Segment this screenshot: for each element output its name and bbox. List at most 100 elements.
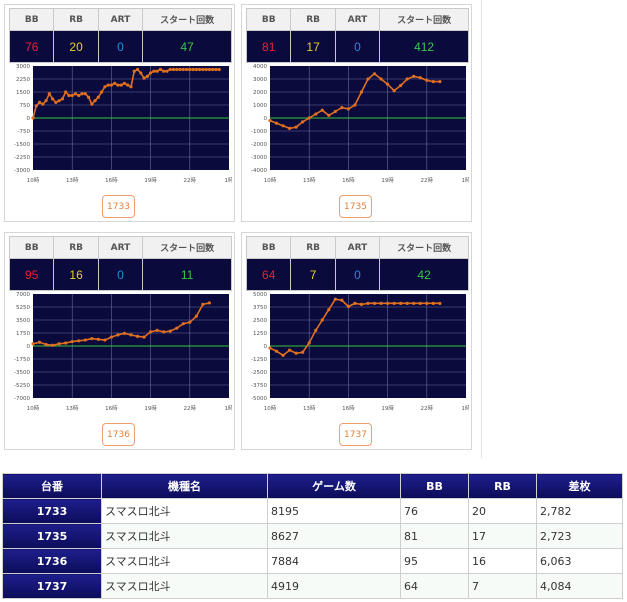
x-tick-label: 1時 (225, 404, 233, 412)
rb-count: 16 (53, 258, 99, 291)
y-tick-label: -5250 (14, 383, 30, 389)
machine-no-cell[interactable]: 1733 (2, 498, 102, 524)
machine-number-button[interactable]: 1736 (102, 423, 135, 446)
data-point (116, 333, 120, 337)
x-tick-label: 16時 (342, 176, 355, 184)
data-point (194, 67, 198, 72)
data-point (64, 90, 68, 94)
data-point (51, 343, 55, 347)
stats-table: BB RB ART スタート回数 76 20 0 47 (8, 8, 232, 63)
data-point (268, 346, 272, 350)
slump-chart: 5000 3750 2500 1250 0 -1250 -2500 -3750 -5000 10時… (251, 292, 469, 412)
bb-count: 95 (8, 258, 55, 291)
x-tick-label: 13時 (303, 404, 316, 412)
data-point (281, 353, 285, 357)
data-point (132, 69, 136, 73)
data-point (83, 92, 87, 96)
machine-number-button[interactable]: 1733 (102, 195, 135, 218)
machine-no-cell[interactable]: 1737 (2, 573, 102, 599)
data-point (34, 104, 38, 108)
data-point (211, 67, 215, 72)
data-point (327, 113, 331, 117)
rb-cell: 17 (468, 523, 537, 549)
data-point (399, 83, 403, 88)
data-point (288, 126, 292, 130)
rb-cell: 20 (468, 498, 537, 524)
data-point (405, 301, 409, 305)
data-point (44, 99, 48, 103)
data-point (392, 301, 396, 305)
data-point (122, 81, 127, 85)
data-point (93, 99, 97, 103)
art-count: 0 (334, 30, 381, 63)
data-point (184, 67, 189, 72)
data-point (418, 76, 422, 80)
rb-cell: 7 (468, 573, 537, 599)
y-tick-label: -3000 (251, 155, 267, 161)
diff-cell: 2,723 (536, 523, 623, 549)
y-tick-label: -3000 (14, 168, 30, 174)
col-model: 機種名 (101, 473, 268, 499)
y-tick-label: -1000 (251, 129, 267, 135)
x-tick-label: 22時 (421, 404, 434, 412)
data-point (60, 97, 64, 101)
bb-cell: 95 (400, 548, 469, 574)
data-point (57, 99, 61, 103)
data-point (431, 80, 435, 84)
y-tick-label: -5000 (251, 396, 267, 402)
data-point (149, 330, 153, 334)
start-header: スタート回数 (142, 8, 232, 31)
data-point (57, 342, 61, 346)
y-tick-label: -750 (18, 129, 31, 135)
data-point (425, 78, 429, 82)
data-point (142, 76, 146, 80)
data-point (90, 102, 94, 106)
games-cell: 8627 (267, 523, 401, 549)
data-point (353, 103, 357, 107)
data-point (31, 116, 35, 120)
machine-number-button[interactable]: 1737 (339, 423, 372, 446)
stats-table: BB RB ART スタート回数 95 16 0 11 (8, 236, 232, 291)
rb-count: 20 (53, 30, 99, 63)
y-tick-label: 750 (20, 103, 31, 109)
data-point (204, 67, 208, 72)
start-count: 47 (142, 30, 232, 63)
data-point (333, 109, 337, 114)
data-point (201, 67, 205, 72)
y-tick-label: 4000 (253, 64, 267, 70)
data-point (171, 67, 176, 72)
data-point (181, 322, 185, 326)
x-tick-label: 10時 (27, 404, 40, 412)
x-tick-label: 1時 (462, 176, 470, 184)
data-point (47, 92, 51, 96)
y-tick-label: -4000 (251, 168, 267, 174)
data-point (178, 67, 182, 72)
data-point (155, 69, 159, 73)
machine-no-cell[interactable]: 1736 (2, 548, 102, 574)
bb-header: BB (8, 236, 55, 259)
y-tick-label: 2500 (253, 318, 267, 324)
y-tick-label: 3000 (16, 64, 30, 70)
x-tick-label: 13時 (303, 176, 316, 184)
x-tick-label: 22時 (184, 176, 197, 184)
model-cell: スマスロ北斗 (101, 498, 268, 524)
slump-chart: 4000 3000 2000 1000 0 -1000 -2000 -3000 -4000 10時… (251, 64, 470, 184)
y-tick-label: 1250 (253, 331, 267, 337)
data-point (333, 297, 337, 301)
data-point (100, 90, 104, 94)
data-point (113, 81, 117, 85)
art-count: 0 (97, 30, 144, 63)
data-point (386, 82, 390, 86)
bb-count: 64 (245, 258, 292, 291)
machine-number-button[interactable]: 1735 (339, 195, 372, 218)
data-point (90, 336, 94, 341)
rb-header: RB (53, 236, 99, 259)
diff-cell: 4,084 (536, 573, 623, 599)
data-point (96, 337, 100, 341)
data-point (70, 339, 74, 344)
x-tick-label: 19時 (381, 404, 394, 412)
y-tick-label: -2500 (251, 370, 267, 376)
machine-no-cell[interactable]: 1735 (2, 523, 102, 549)
data-point (405, 77, 409, 81)
games-cell: 4919 (267, 573, 401, 599)
